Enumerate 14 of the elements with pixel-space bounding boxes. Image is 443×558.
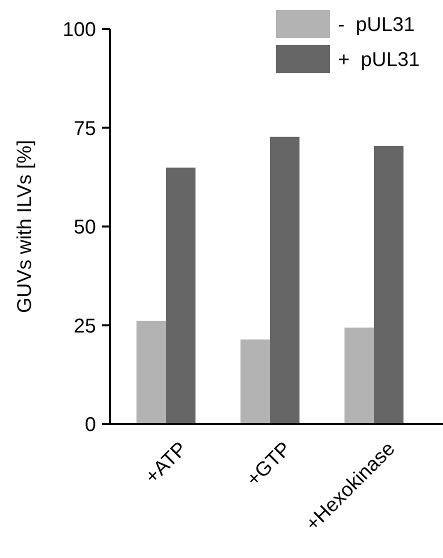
y-tick-label: 0 [84, 414, 96, 436]
legend-label: + pUL31 [338, 49, 420, 71]
y-tick-label: 50 [74, 216, 96, 238]
bar [240, 339, 270, 424]
y-tick-label: 75 [74, 118, 96, 140]
bar [374, 146, 404, 424]
bar [166, 168, 196, 424]
legend-label: - pUL31 [338, 14, 415, 36]
y-tick-label: 25 [74, 315, 96, 338]
y-axis-title: GUVs with ILVs [%] [14, 140, 36, 314]
bar [136, 320, 166, 424]
bar [344, 328, 374, 424]
bar [270, 136, 300, 424]
y-tick-label: 100 [62, 19, 96, 41]
